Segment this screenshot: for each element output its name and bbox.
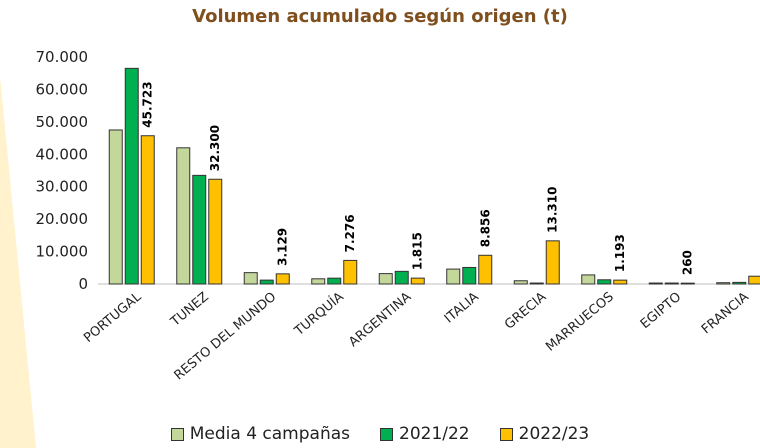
data-label: 13.310: [546, 187, 560, 233]
x-tick-label: PORTUGAL: [81, 289, 145, 346]
x-tick-label: ARGENTINA: [346, 290, 414, 351]
legend-item: Media 4 campañas: [170, 424, 350, 444]
y-tick-label: 40.000: [36, 145, 89, 163]
x-tick-label: EGIPTO: [638, 290, 685, 332]
legend-item: 2022/23: [499, 424, 590, 444]
bar: [462, 266, 477, 285]
legend-label: 2021/22: [399, 424, 470, 444]
legend-swatch: [380, 427, 393, 441]
bar: [275, 273, 290, 285]
bar: [192, 174, 207, 285]
bar: [478, 254, 493, 285]
bar: [581, 274, 596, 285]
data-label: 8.856: [478, 209, 492, 247]
x-tick-label: TUNEZ: [167, 290, 211, 331]
chart-legend: Media 4 campañas 2021/22 2022/23: [0, 424, 760, 444]
data-label: 7.276: [343, 214, 357, 252]
bar: [378, 273, 393, 285]
legend-item: 2021/22: [380, 424, 470, 444]
bar: [394, 270, 409, 285]
bar: [259, 279, 274, 285]
data-label: 32.300: [208, 125, 222, 171]
bar: [529, 282, 544, 285]
bar: [327, 277, 342, 285]
legend-label: 2022/23: [518, 424, 590, 444]
legend-label: Media 4 campañas: [189, 424, 350, 444]
bar: [664, 282, 679, 285]
x-tick-label: FRANCIA: [699, 290, 752, 338]
data-label: 1.815: [411, 232, 425, 270]
bar: [140, 135, 155, 285]
bar: [343, 259, 358, 285]
y-tick-label: 0: [78, 275, 88, 293]
bar: [648, 282, 663, 285]
y-tick-label: 10.000: [36, 243, 89, 261]
data-label: 45.723: [141, 81, 155, 127]
bar: [311, 278, 326, 285]
bar: [597, 279, 612, 285]
x-tick-label: MARRUECOS: [543, 290, 617, 355]
bar: [748, 275, 760, 285]
bar: [176, 147, 191, 285]
y-tick-label: 60.000: [36, 80, 89, 98]
bar: [680, 282, 695, 285]
data-label: 1.193: [613, 234, 627, 272]
bar: [410, 277, 425, 285]
bar: [545, 240, 560, 285]
bar: [716, 282, 731, 285]
bar: [613, 279, 628, 285]
bar: [513, 280, 528, 285]
bar-chart: 0 10.000 20.000 30.000 40.000 50.000 60.000 70.…: [36, 48, 760, 383]
x-tick-label: TURQUÍA: [291, 289, 347, 340]
y-tick-label: 30.000: [36, 178, 89, 196]
x-tick-label: GRECIA: [502, 290, 549, 333]
data-label: 3.129: [276, 228, 290, 266]
y-tick-label: 70.000: [36, 48, 89, 66]
x-tick-label: ITALIA: [442, 290, 482, 327]
bar: [732, 281, 747, 285]
bar: [108, 129, 123, 285]
bar: [446, 268, 461, 285]
bar: [208, 178, 223, 285]
bar: [124, 67, 139, 285]
legend-swatch: [170, 427, 184, 441]
legend-swatch: [499, 427, 513, 441]
bar: [243, 272, 258, 285]
data-label: 260: [681, 250, 695, 275]
y-tick-label: 20.000: [36, 210, 89, 228]
chart-title: Volumen acumulado según origen (t): [192, 6, 568, 27]
y-tick-label: 50.000: [36, 113, 89, 131]
